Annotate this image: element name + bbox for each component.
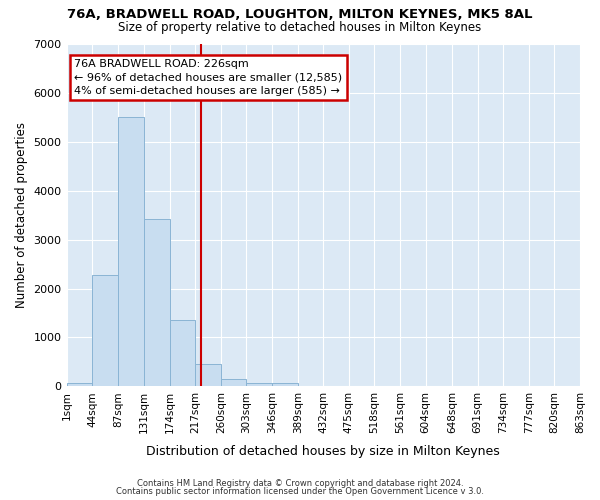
Text: Contains HM Land Registry data © Crown copyright and database right 2024.: Contains HM Land Registry data © Crown c… [137, 478, 463, 488]
X-axis label: Distribution of detached houses by size in Milton Keynes: Distribution of detached houses by size … [146, 444, 500, 458]
Bar [170, 320, 195, 386]
Bar [195, 364, 221, 386]
Text: 76A BRADWELL ROAD: 226sqm
← 96% of detached houses are smaller (12,585)
4% of se: 76A BRADWELL ROAD: 226sqm ← 96% of detac… [74, 60, 343, 96]
Bar [118, 118, 144, 386]
Bar [221, 378, 247, 386]
Bar [144, 218, 170, 386]
Text: Contains public sector information licensed under the Open Government Licence v : Contains public sector information licen… [116, 487, 484, 496]
Bar [92, 275, 118, 386]
Text: 76A, BRADWELL ROAD, LOUGHTON, MILTON KEYNES, MK5 8AL: 76A, BRADWELL ROAD, LOUGHTON, MILTON KEY… [67, 8, 533, 20]
Bar [272, 382, 298, 386]
Bar [247, 382, 272, 386]
Y-axis label: Number of detached properties: Number of detached properties [15, 122, 28, 308]
Text: Size of property relative to detached houses in Milton Keynes: Size of property relative to detached ho… [118, 21, 482, 34]
Bar [67, 382, 92, 386]
